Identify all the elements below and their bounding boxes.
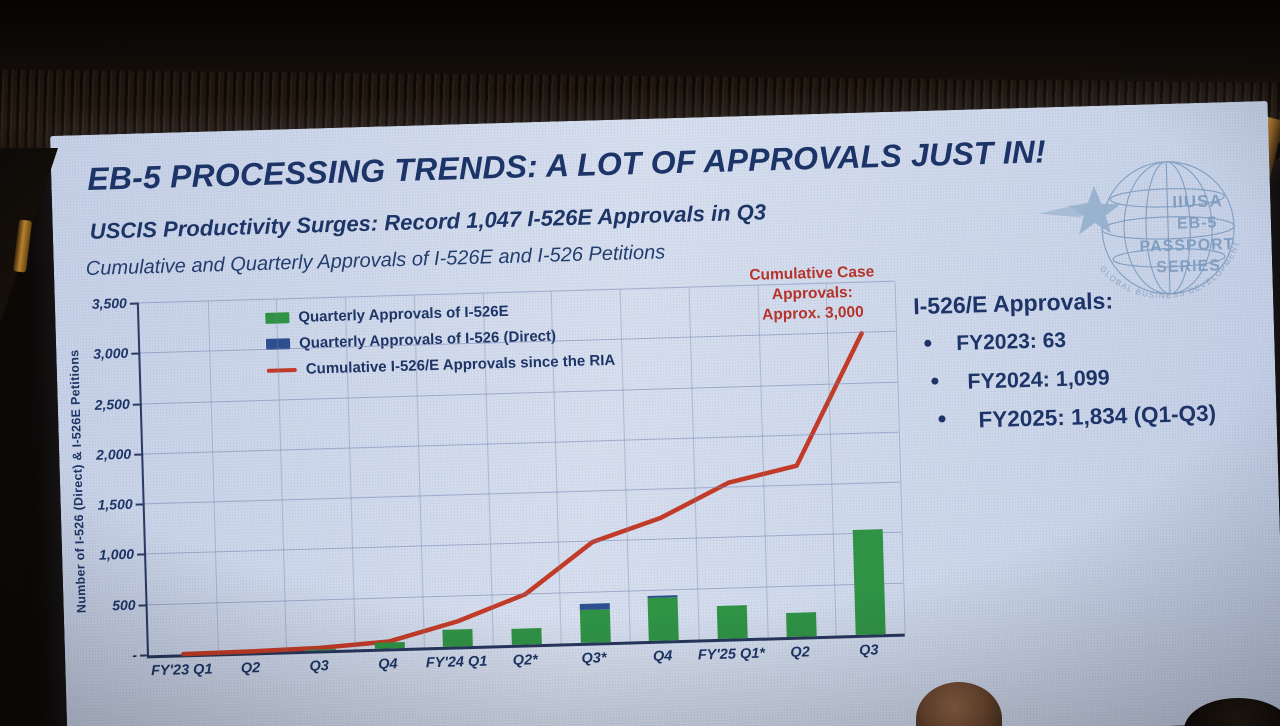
bar-quarterly-i526e — [442, 629, 474, 647]
slide-title: EB-5 PROCESSING TRENDS: A LOT OF APPROVA… — [86, 133, 1047, 197]
y-tick-mark — [135, 503, 145, 506]
y-tick-label: - — [132, 646, 138, 663]
bar-quarterly-i526e — [852, 528, 886, 636]
bullet-dot — [931, 377, 939, 385]
chart-annotation: Cumulative Case Approvals: Approx. 3,000 — [704, 261, 921, 328]
bullet-dot — [938, 415, 946, 423]
y-tick-mark — [134, 453, 144, 456]
bar-quarterly-i526e — [579, 608, 611, 643]
plot-area: Quarterly Approvals of I-526E Quarterly … — [129, 280, 906, 659]
chart: Number of I-526 (Direct) & I-526E Petiti… — [67, 280, 906, 679]
y-tick-label: 2,500 — [94, 395, 130, 413]
x-tick-label: Q3 — [858, 642, 879, 659]
star-icon — [1068, 185, 1121, 235]
fy2025-value: FY2025: 1,834 (Q1-Q3) — [978, 400, 1217, 433]
logo-text-eb5: EB-5 — [1177, 214, 1218, 232]
bar-quarterly-i526-direct — [579, 602, 610, 610]
star-swoosh — [1038, 202, 1089, 218]
logo-text-iiusa: IIUSA — [1172, 191, 1223, 211]
y-tick-label: 3,500 — [91, 294, 128, 312]
bar-quarterly-i526e — [648, 597, 680, 641]
y-tick-label: 1,000 — [98, 546, 135, 564]
y-tick-label: 500 — [111, 596, 136, 614]
y-axis-labels: 3,500 3,000 2,500 2,000 1,500 1,000 500 - — [67, 295, 138, 663]
y-tick-mark — [132, 403, 142, 406]
logo-text-series: SERIES — [1156, 257, 1221, 276]
y-tick-mark — [129, 302, 139, 305]
logo-text-passport: PASSPORT — [1139, 236, 1234, 256]
fy2024-value: FY2024: 1,099 — [967, 365, 1110, 394]
bar-quarterly-i526e — [785, 612, 817, 637]
y-tick-mark — [138, 604, 148, 607]
bar-quarterly-i526e — [511, 628, 542, 645]
y-tick-label: 2,000 — [95, 445, 132, 463]
y-tick-label: 1,500 — [97, 495, 133, 513]
bar-quarterly-i526e — [305, 649, 336, 651]
legend-item-i526-direct: Quarterly Approvals of I-526 (Direct) — [265, 326, 615, 353]
y-tick-mark — [139, 654, 150, 657]
bar-quarterly-i526e — [374, 641, 405, 649]
y-tick-mark — [137, 553, 147, 557]
y-tick-mark — [131, 352, 141, 356]
red-line-swatch — [266, 367, 297, 373]
presentation-slide: EB-5 PROCESSING TRENDS: A LOT OF APPROVA… — [50, 100, 1280, 726]
bullet-dot — [924, 339, 932, 347]
legend-label: Cumulative I-526/E Approvals since the R… — [305, 351, 616, 378]
slide-subtitle: USCIS Productivity Surges: Record 1,047 … — [89, 199, 767, 244]
legend-label: Quarterly Approvals of I-526 (Direct) — [298, 327, 557, 352]
side-panel-list: FY2023: 63 FY2024: 1,099 FY2025: 1,834 (… — [924, 325, 1217, 447]
chart-title: Cumulative and Quarterly Approvals of I-… — [85, 241, 666, 281]
fy2023-value: FY2023: 63 — [956, 328, 1067, 355]
list-item-fy2025: FY2025: 1,834 (Q1-Q3) — [926, 401, 1217, 447]
legend-item-cumulative: Cumulative I-526/E Approvals since the R… — [266, 351, 616, 379]
y-tick-label: 3,000 — [93, 345, 129, 363]
bar-quarterly-i526e — [716, 604, 748, 639]
iiusa-passport-series-logo: IIUSA EB-5 PASSPORT SERIES GLOBAL BUSINE… — [1038, 161, 1243, 302]
